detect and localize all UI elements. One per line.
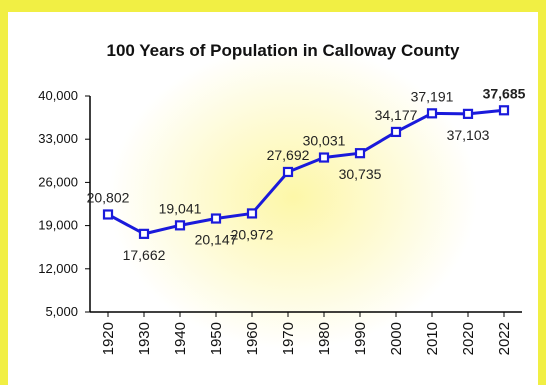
- data-point-marker: [174, 220, 186, 231]
- data-point-marker: [102, 209, 114, 220]
- data-point-marker: [498, 105, 510, 116]
- data-label: 37,191: [411, 88, 454, 104]
- y-tick-label: 12,000: [38, 261, 78, 276]
- x-tick-label: 2000: [388, 322, 405, 355]
- line-chart: 100 Years of Population in Calloway Coun…: [38, 41, 526, 355]
- chart-panel: 100 Years of Population in Calloway Coun…: [8, 12, 538, 385]
- y-axis-ticks: 5,000 12,000 19,000 26,000 33,000 40,000: [38, 88, 90, 319]
- x-tick-label: 1940: [172, 322, 189, 355]
- data-label: 27,692: [267, 147, 310, 163]
- y-tick-label: 19,000: [38, 218, 78, 233]
- axes: [89, 96, 522, 313]
- data-point-marker: [354, 148, 366, 159]
- data-point-marker: [318, 152, 330, 163]
- population-line: [107, 108, 505, 236]
- data-label: 30,735: [339, 166, 382, 182]
- data-point-marker: [462, 108, 474, 119]
- data-label: 34,177: [375, 107, 418, 123]
- x-tick-label: 2010: [424, 322, 441, 355]
- y-tick-label: 26,000: [38, 174, 78, 189]
- data-label: 37,685: [483, 85, 526, 101]
- chart-title: 100 Years of Population in Calloway Coun…: [107, 41, 461, 60]
- series-line: [107, 108, 505, 236]
- x-tick-label: 1970: [280, 322, 297, 355]
- data-label: 19,041: [159, 200, 202, 216]
- data-markers: [102, 105, 510, 239]
- x-tick-label: 2020: [460, 322, 477, 355]
- data-point-marker: [210, 213, 222, 224]
- data-point-marker: [390, 126, 402, 138]
- data-point-marker: [246, 208, 258, 219]
- x-tick-label: 1950: [208, 322, 225, 355]
- x-tick-label: 1930: [136, 322, 153, 355]
- data-point-marker: [282, 166, 294, 178]
- x-tick-label: 1990: [352, 322, 369, 355]
- data-label: 20,972: [231, 226, 274, 242]
- x-tick-label: 1960: [244, 322, 261, 355]
- data-label: 37,103: [447, 127, 490, 143]
- x-tick-label: 1980: [316, 322, 333, 355]
- x-tick-label: 2022: [496, 322, 513, 355]
- data-point-marker: [426, 108, 438, 119]
- data-point-marker: [138, 228, 150, 239]
- data-label: 20,802: [87, 189, 130, 205]
- x-axis-ticks: 1920 1930 1940 1950 1960 1970 1980 1990 2000 2010…: [100, 312, 513, 355]
- x-tick-label: 1920: [100, 322, 117, 355]
- y-tick-label: 40,000: [38, 88, 78, 103]
- data-label: 17,662: [123, 247, 166, 263]
- data-label: 20,147: [195, 232, 238, 248]
- y-tick-label: 5,000: [45, 304, 78, 319]
- data-label: 30,031: [303, 133, 346, 149]
- y-tick-label: 33,000: [38, 131, 78, 146]
